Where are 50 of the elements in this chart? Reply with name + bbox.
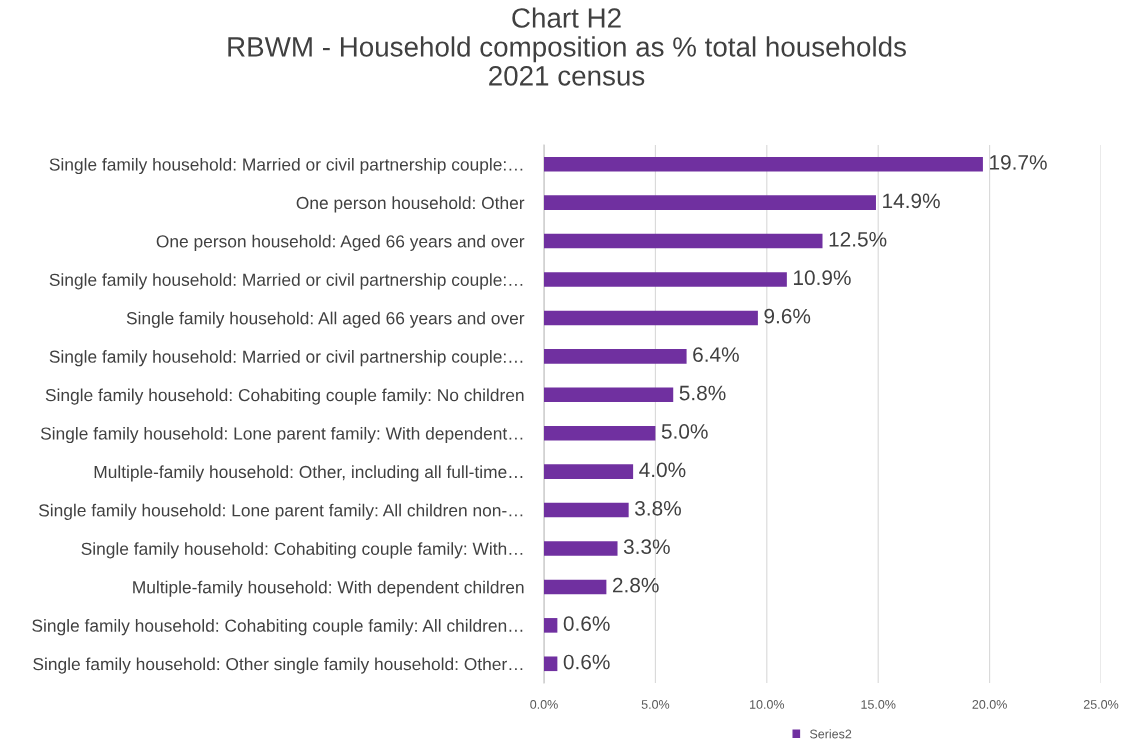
data-label: 12.5% — [829, 231, 887, 247]
x-tick-label: 5.0% — [641, 700, 670, 709]
data-label: 19.7% — [990, 155, 1047, 170]
x-tick-label: 15.0% — [861, 700, 896, 709]
y-tick-label: Single family household: Lone parent family: With dependent… — [40, 426, 523, 444]
legend-label: Series2 — [810, 729, 852, 739]
x-tick-label: 25.0% — [1083, 700, 1119, 709]
bar — [544, 349, 687, 364]
data-label: 4.0% — [639, 462, 686, 478]
bar — [544, 618, 558, 633]
bar — [544, 579, 607, 595]
bar — [544, 156, 983, 172]
y-tick-label: Single family household: Married or civil partnership couple:… — [49, 350, 523, 367]
y-tick-label: Single family household: Cohabiting couple family: All children… — [32, 619, 523, 636]
data-label: 9.6% — [764, 308, 811, 324]
bar — [544, 502, 629, 518]
data-label: 0.6% — [563, 616, 610, 631]
y-tick-label: Single family household: Cohabiting couple family: No children — [45, 388, 524, 405]
y-tick-label: Single family household: Cohabiting couple family: With… — [81, 542, 523, 559]
data-label: 10.9% — [794, 270, 851, 286]
chart-title: Chart H2 RBWM - Household composition as % total households 2021 census — [228, 7, 906, 86]
bar — [544, 425, 656, 441]
x-tick-label: 0.0% — [530, 700, 558, 709]
data-label: 5.0% — [661, 424, 708, 439]
bar — [544, 195, 876, 210]
x-tick-label: 20.0% — [972, 700, 1007, 709]
data-label: 14.9% — [883, 193, 940, 209]
bar — [544, 233, 823, 249]
y-tick-label: One person household: Other — [296, 196, 525, 213]
bar — [544, 541, 618, 556]
y-tick-label: Multiple-family household: With dependent children — [133, 580, 524, 597]
y-tick-label: Multiple-family household: Other, including all full-time… — [94, 465, 523, 482]
data-label: 6.4% — [693, 347, 739, 362]
y-tick-label: Single family household: All aged 66 years and over — [126, 311, 525, 328]
bar — [544, 310, 758, 326]
data-label: 5.8% — [679, 385, 726, 401]
y-tick-label: Single family household: Married or civil partnership couple:… — [49, 273, 523, 290]
y-tick-label: Single family household: Married or civil partnership couple:… — [49, 157, 523, 175]
bar — [544, 656, 558, 672]
y-tick-label: Single family household: Other single family household: Other… — [33, 657, 523, 674]
bar — [544, 272, 787, 287]
bar — [544, 464, 634, 479]
bar — [544, 387, 674, 403]
data-label: 3.8% — [635, 500, 681, 516]
data-label: 0.6% — [563, 654, 610, 670]
data-label: 3.3% — [623, 539, 670, 555]
y-tick-label: Single family household: Lone parent family: All children non-… — [38, 503, 523, 520]
x-tick-label: 10.0% — [750, 700, 785, 709]
data-label: 2.8% — [612, 577, 659, 593]
y-tick-label: One person household: Aged 66 years and over — [156, 234, 525, 251]
